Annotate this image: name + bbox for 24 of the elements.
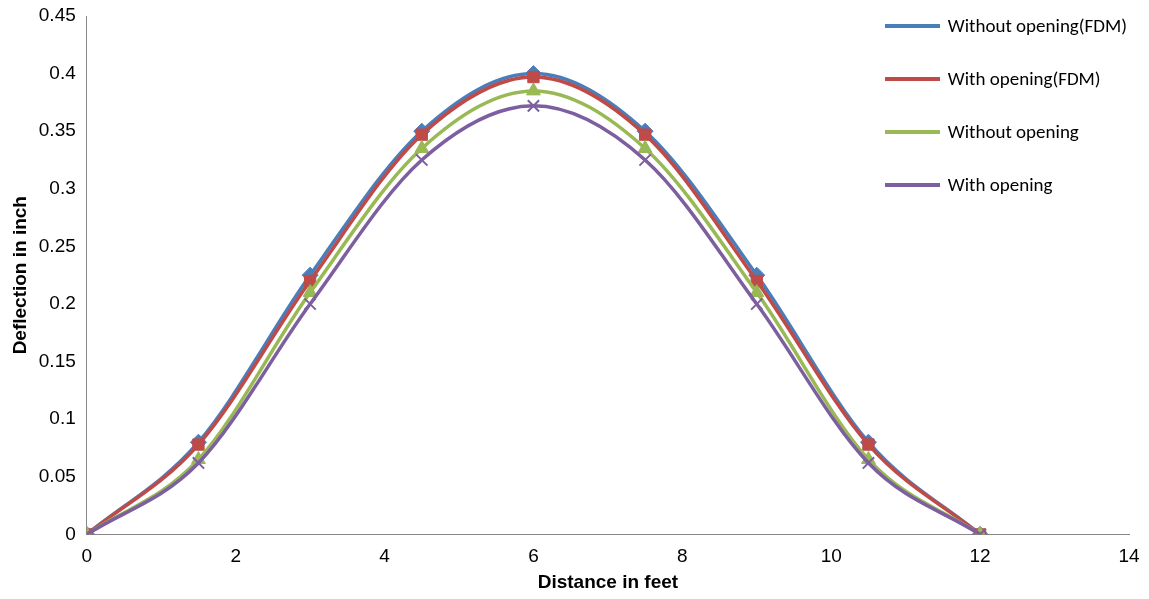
x-tick-label: 12 xyxy=(969,545,991,567)
y-tick-label: 0.2 xyxy=(49,292,76,314)
legend-label: With opening(FDM) xyxy=(947,67,1101,90)
y-tick-label: 0.3 xyxy=(49,177,76,199)
y-tick-label: 0.15 xyxy=(38,349,76,371)
legend-label: With opening xyxy=(947,173,1053,196)
x-tick-label: 0 xyxy=(81,545,93,567)
y-tick-label: 0.45 xyxy=(38,4,76,26)
y-tick-label: 0.05 xyxy=(38,465,76,487)
x-tick-label: 10 xyxy=(820,545,842,567)
y-tick-label: 0.35 xyxy=(38,119,76,141)
y-tick-label: 0 xyxy=(65,522,76,544)
legend-label: Without opening(FDM) xyxy=(947,14,1127,37)
y-tick-label: 0.4 xyxy=(49,61,77,83)
y-tick-label: 0.1 xyxy=(49,407,76,429)
x-axis-title: Distance in feet xyxy=(537,570,679,592)
x-tick-label: 2 xyxy=(230,545,241,567)
y-axis-title: Deflection in inch xyxy=(8,196,30,355)
x-tick-label: 8 xyxy=(677,545,688,567)
legend-label: Without opening xyxy=(947,120,1079,143)
y-tick-label: 0.25 xyxy=(38,234,76,256)
x-tick-label: 6 xyxy=(528,545,539,567)
x-tick-label: 14 xyxy=(1118,545,1140,567)
x-tick-label: 4 xyxy=(379,545,391,567)
